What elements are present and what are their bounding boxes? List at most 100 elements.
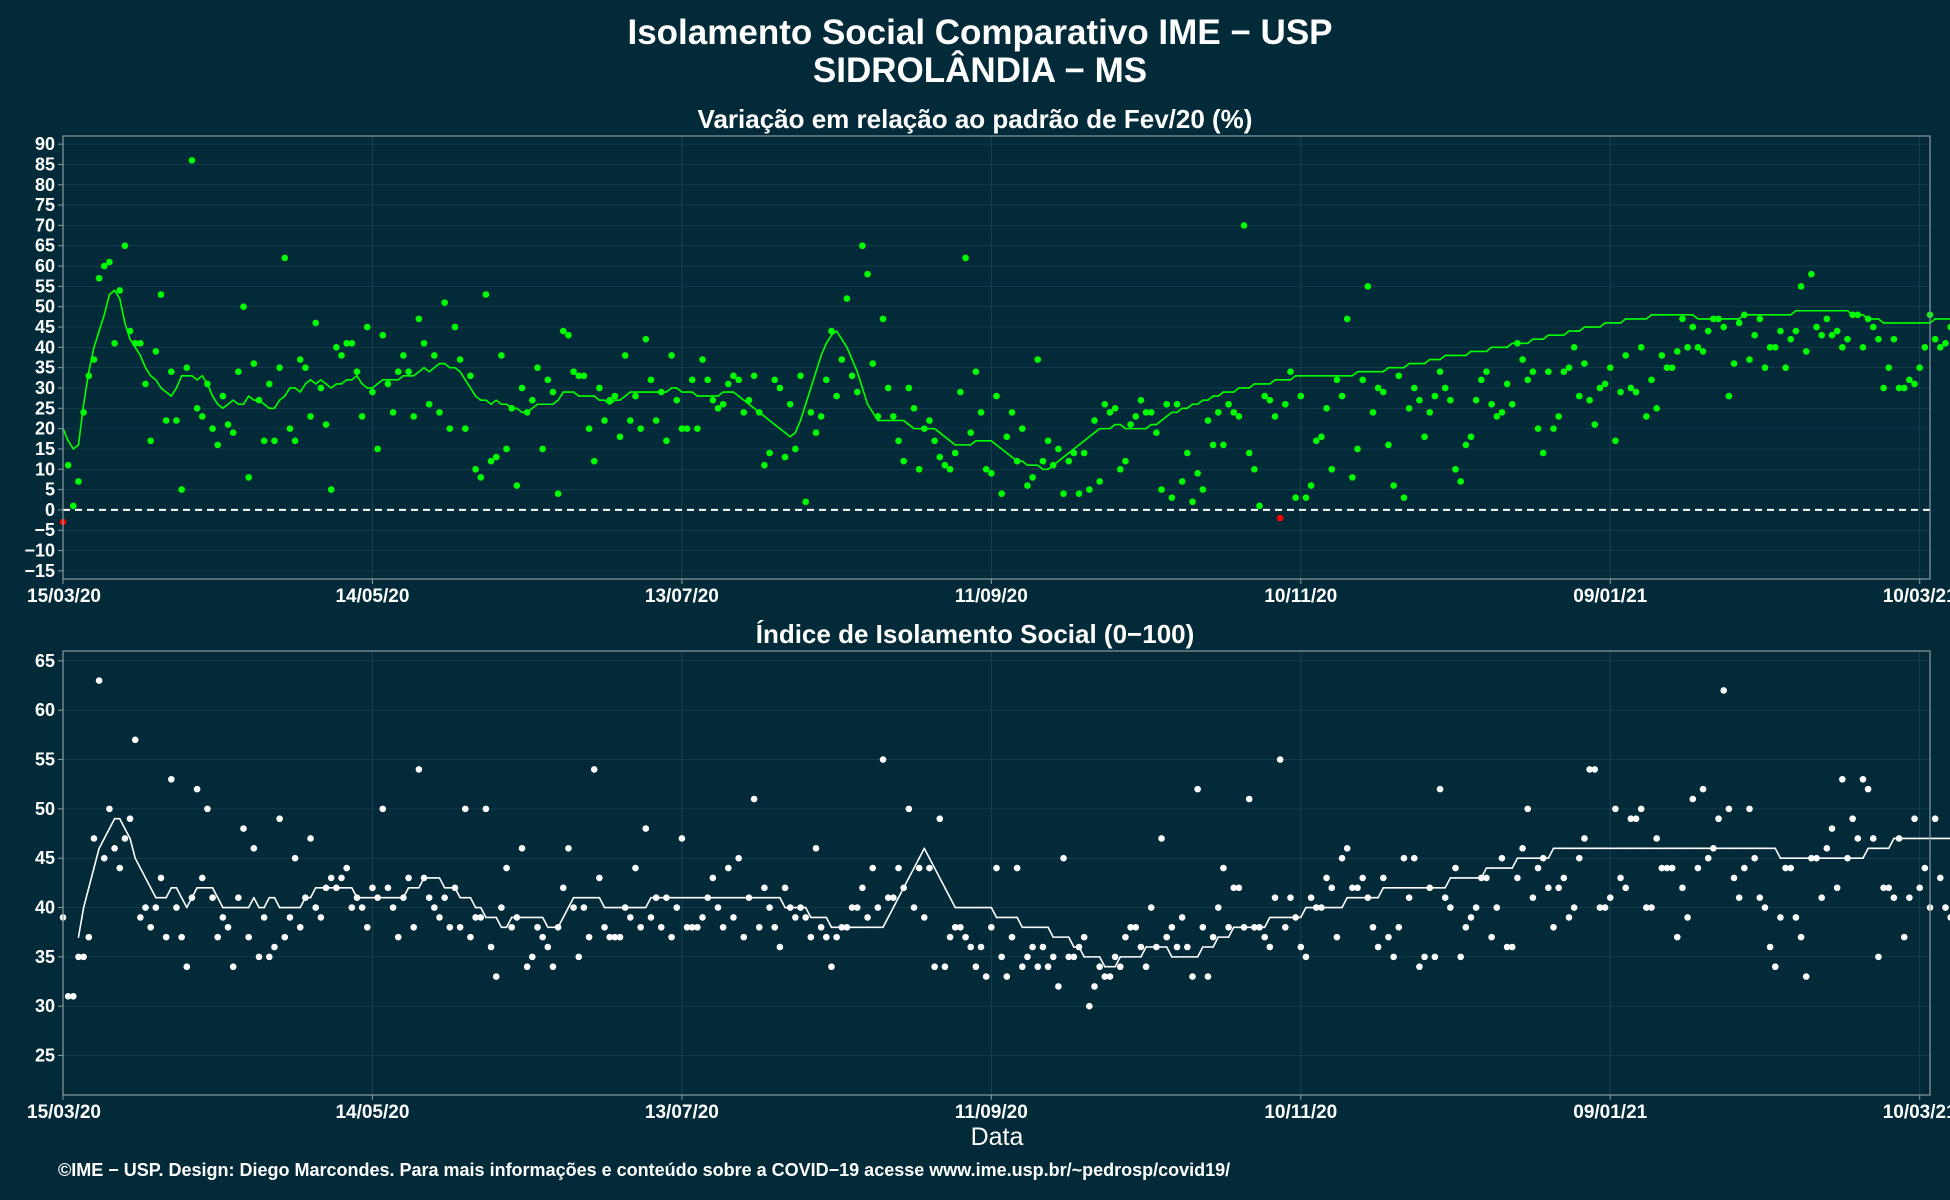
- index-data-point: [1333, 933, 1341, 941]
- variation-data-point: [322, 421, 330, 428]
- variation-x-tick-label: 10/11/20: [1264, 586, 1337, 607]
- variation-data-point: [255, 396, 263, 404]
- index-data-point: [982, 973, 990, 980]
- index-data-point: [379, 805, 387, 813]
- index-data-point: [1596, 904, 1604, 911]
- variation-data-point: [1622, 352, 1630, 359]
- variation-y-tick-label: 85: [35, 154, 55, 174]
- variation-data-point: [1184, 449, 1191, 457]
- variation-data-point: [415, 315, 423, 323]
- variation-data-point: [1792, 327, 1800, 335]
- index-data-point: [374, 894, 381, 901]
- variation-data-point: [405, 368, 412, 376]
- variation-data-point: [523, 409, 531, 416]
- index-data-point: [142, 904, 149, 911]
- variation-data-point: [441, 299, 448, 306]
- variation-data-point: [1529, 368, 1537, 376]
- variation-line-segment: [691, 391, 699, 397]
- index-data-point: [1261, 933, 1268, 941]
- variation-line-segment: [593, 395, 601, 401]
- variation-data-point: [848, 372, 856, 380]
- variation-line-segment: [1232, 387, 1240, 393]
- index-data-point: [1575, 854, 1583, 862]
- variation-line-segment: [72, 444, 80, 450]
- index-data-point: [1833, 884, 1841, 892]
- variation-line-segment: [944, 435, 951, 442]
- variation-data-point: [833, 392, 840, 400]
- index-line-segment: [1212, 936, 1220, 948]
- variation-line-segment: [418, 366, 425, 373]
- variation-data-point: [673, 396, 681, 404]
- variation-line-segment: [294, 387, 302, 393]
- variation-data-point: [982, 465, 990, 473]
- index-data-point: [1184, 943, 1191, 951]
- index-data-point: [1493, 904, 1501, 911]
- index-data-point: [487, 943, 495, 951]
- index-data-point: [152, 904, 160, 911]
- index-data-point: [1343, 845, 1351, 852]
- variation-data-point: [1545, 368, 1552, 376]
- index-data-point: [1220, 864, 1227, 872]
- variation-data-point: [204, 380, 211, 388]
- variation-data-point: [173, 417, 180, 424]
- variation-data-point: [688, 376, 696, 384]
- index-data-point: [271, 943, 278, 951]
- variation-data-point: [518, 384, 526, 392]
- variation-data-point: [704, 376, 711, 384]
- index-line-segment: [103, 827, 111, 840]
- variation-data-point: [162, 417, 170, 424]
- variation-data-point: [358, 413, 366, 420]
- variation-line-segment: [1542, 334, 1550, 341]
- index-line-segment: [913, 857, 920, 869]
- variation-data-point: [1292, 494, 1299, 502]
- index-data-point: [745, 894, 753, 901]
- index-points: [59, 677, 1950, 1010]
- variation-line-segment: [1691, 314, 1699, 320]
- index-data-point: [1720, 687, 1728, 694]
- index-data-point: [1044, 963, 1052, 971]
- index-data-point: [369, 884, 376, 892]
- variation-line-segment: [278, 395, 286, 401]
- variation-data-point: [116, 287, 124, 294]
- variation-panel-frame: [62, 135, 1931, 580]
- index-data-point: [1142, 963, 1150, 971]
- index-data-point: [137, 914, 144, 921]
- index-line-segment: [87, 867, 95, 889]
- index-data-point: [1906, 894, 1913, 901]
- variation-data-point: [425, 400, 433, 408]
- variation-line-segment: [485, 399, 492, 406]
- variation-panel: Variação em relação ao padrão de Fev/20 …: [24, 104, 1950, 607]
- index-data-point: [900, 884, 907, 892]
- variation-data-point: [1833, 327, 1841, 335]
- index-line-segment: [1511, 857, 1519, 869]
- variation-line-segment: [717, 391, 724, 397]
- index-data-point: [456, 923, 464, 931]
- variation-line-segment: [835, 330, 843, 341]
- index-line-segment: [567, 896, 575, 909]
- variation-line-segment: [155, 379, 162, 389]
- variation-line-segment: [1155, 419, 1163, 426]
- index-data-point: [704, 894, 711, 901]
- variation-panel-title: Variação em relação ao padrão de Fev/20 …: [698, 104, 1253, 134]
- variation-y-tick-label: 55: [35, 276, 55, 296]
- index-data-point: [1080, 933, 1088, 941]
- variation-y-tick-label: 25: [35, 398, 55, 418]
- index-data-point: [1839, 775, 1846, 783]
- index-data-point: [1101, 973, 1109, 980]
- index-data-point: [1086, 1002, 1093, 1010]
- index-line-segment: [180, 896, 188, 909]
- variation-line-segment: [1057, 456, 1065, 462]
- variation-data-point: [1287, 368, 1294, 376]
- index-data-point: [1534, 864, 1542, 872]
- index-data-point: [1318, 904, 1325, 911]
- index-line-segment: [644, 896, 652, 909]
- index-data-point: [1555, 884, 1562, 892]
- index-data-point: [188, 894, 196, 901]
- variation-data-point: [1153, 429, 1160, 436]
- index-data-point: [523, 963, 531, 971]
- variation-data-point: [771, 376, 779, 384]
- index-x-tick-label: 14/05/20: [335, 1102, 409, 1123]
- variation-line-segment: [1248, 383, 1256, 389]
- variation-data-point: [1178, 478, 1186, 485]
- variation-line-segment: [1006, 452, 1013, 458]
